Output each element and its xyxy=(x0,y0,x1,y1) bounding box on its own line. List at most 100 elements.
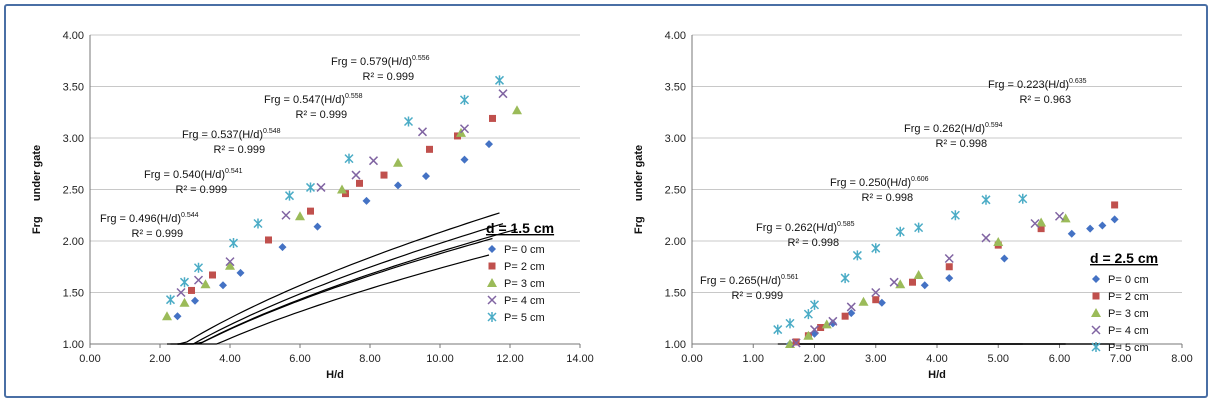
fit-equation: Frg = 0.496(H/d)0.544 xyxy=(100,212,199,225)
data-point xyxy=(512,105,522,115)
y-tick-label: 3.50 xyxy=(665,82,686,94)
legend-marker xyxy=(1091,325,1101,335)
legend-label: P= 4 cm xyxy=(1108,325,1149,337)
y-tick-label: 3.50 xyxy=(63,82,84,94)
data-point xyxy=(895,226,905,237)
data-point xyxy=(313,222,322,231)
fit-equation: Frg = 0.250(H/d)0.606 xyxy=(830,176,929,189)
legend-label: P= 4 cm xyxy=(504,295,545,307)
x-tick-label: 1.00 xyxy=(743,353,764,365)
y-tick-label: 3.00 xyxy=(63,133,84,145)
data-point xyxy=(284,190,295,201)
data-point xyxy=(422,172,430,181)
r-squared-label: R² = 0.998 xyxy=(936,138,988,150)
data-point xyxy=(278,243,287,252)
data-point xyxy=(228,238,239,249)
x-axis-label: H/d xyxy=(326,369,344,381)
data-point xyxy=(1036,217,1047,227)
data-point xyxy=(852,250,862,261)
data-point xyxy=(909,278,916,286)
fit-curve xyxy=(170,212,500,345)
data-point xyxy=(950,210,960,221)
y-tick-label: 2.50 xyxy=(63,185,84,197)
legend-marker xyxy=(487,295,497,305)
r-squared-label: R² = 0.999 xyxy=(363,71,415,83)
x-tick-label: 12.00 xyxy=(496,353,524,365)
y-tick-label: 2.00 xyxy=(63,236,84,248)
data-point xyxy=(817,324,825,332)
fit-equation-exponent: 0.541 xyxy=(225,168,243,175)
fit-equation: Frg = 0.265(H/d)0.561 xyxy=(700,274,799,287)
fit-equation-exponent: 0.594 xyxy=(985,122,1003,129)
data-point xyxy=(236,268,245,277)
data-point xyxy=(351,170,361,180)
x-tick-label: 2.00 xyxy=(804,353,825,365)
data-point xyxy=(809,299,820,310)
data-point xyxy=(828,319,837,328)
r-squared-label: R² = 0.998 xyxy=(788,237,840,249)
data-point xyxy=(920,281,929,290)
fit-equation: Frg = 0.547(H/d)0.558 xyxy=(264,93,363,106)
data-point xyxy=(1098,221,1107,230)
data-point xyxy=(841,312,849,320)
data-point xyxy=(459,124,470,134)
data-point xyxy=(1018,193,1028,204)
data-point xyxy=(162,311,172,321)
panel-label: d = 2.5 cm xyxy=(1090,250,1158,266)
x-tick-label: 7.00 xyxy=(1110,353,1131,365)
data-point xyxy=(165,294,176,305)
x-tick-label: 2.00 xyxy=(149,353,170,365)
y-tick-label: 2.50 xyxy=(665,185,686,197)
data-point xyxy=(945,274,954,283)
legend-marker xyxy=(487,312,497,322)
r-squared-label: R² = 0.999 xyxy=(176,184,228,196)
data-point xyxy=(1037,225,1045,233)
data-point xyxy=(295,211,305,221)
y-tick-label: 4.00 xyxy=(665,30,686,42)
legend-label: P= 0 cm xyxy=(1108,274,1149,286)
chart-d-2-5cm: 1.00 1.50 2.00 2.50 3.00 3.50 4.00 0.00 1.00 2.00… xyxy=(633,30,1193,381)
r-squared-label: R² = 0.999 xyxy=(296,109,348,121)
data-point xyxy=(494,75,505,86)
legend-marker xyxy=(488,245,496,253)
r-squared-label: R² = 0.999 xyxy=(214,144,266,156)
data-point xyxy=(913,269,924,279)
r-squared-label: R² = 0.999 xyxy=(132,228,184,240)
y-tick-label: 1.00 xyxy=(665,339,686,351)
data-point xyxy=(877,298,886,307)
data-point xyxy=(1110,215,1119,224)
fit-equation-lead: Frg = 0.540(H/d) xyxy=(144,169,225,181)
data-point xyxy=(791,338,801,348)
data-point xyxy=(209,271,216,279)
data-point xyxy=(872,296,880,304)
fit-equation-exponent: 0.556 xyxy=(412,55,430,62)
y-axis-label: Frg under gate xyxy=(633,145,645,234)
data-point xyxy=(265,236,272,244)
fit-equation: Frg = 0.579(H/d)0.556 xyxy=(331,55,430,68)
r-squared-label: R² = 0.999 xyxy=(732,290,784,302)
legend-label: P= 2 cm xyxy=(504,261,545,273)
data-point xyxy=(840,273,850,284)
panel-label: d = 1.5 cm xyxy=(486,220,554,236)
fit-equation-exponent: 0.561 xyxy=(781,274,799,281)
data-point xyxy=(1000,254,1009,263)
data-point xyxy=(945,263,953,271)
legend-marker xyxy=(1091,308,1101,317)
fit-equation-lead: Frg = 0.537(H/d) xyxy=(182,129,263,141)
y-axis-label: Frg under gate xyxy=(31,145,43,234)
fit-equation-lead: Frg = 0.262(H/d) xyxy=(756,222,837,234)
legend-label: P= 0 cm xyxy=(504,244,545,256)
x-tick-label: 4.00 xyxy=(926,353,947,365)
x-tick-label: 10.00 xyxy=(426,353,454,365)
data-point xyxy=(498,89,508,99)
data-point xyxy=(871,287,881,298)
data-point xyxy=(1086,224,1095,233)
data-point xyxy=(368,156,379,166)
data-point xyxy=(225,260,235,270)
data-point xyxy=(200,279,211,289)
data-point xyxy=(191,296,199,305)
data-point xyxy=(193,275,204,285)
fit-equation-lead: Frg = 0.262(H/d) xyxy=(904,123,985,135)
y-tick-label: 2.00 xyxy=(665,236,686,248)
data-point xyxy=(809,325,820,335)
